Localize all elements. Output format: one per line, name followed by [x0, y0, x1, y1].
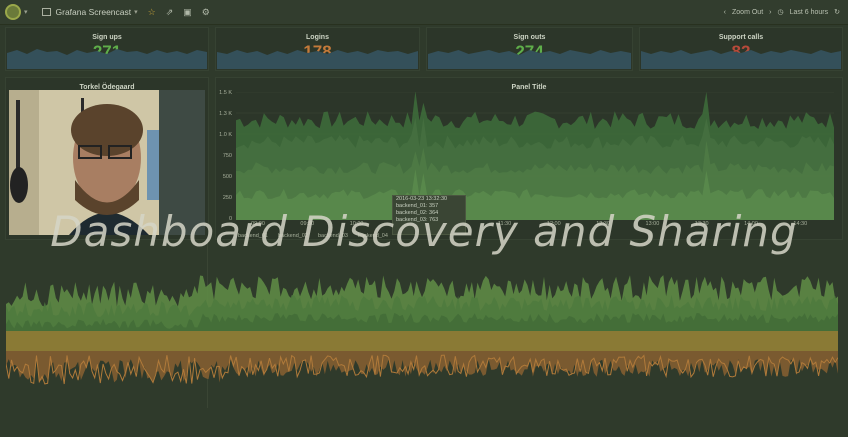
sparkline [7, 39, 207, 69]
dashboard-title[interactable]: Grafana Screencast [55, 7, 132, 17]
series-area [6, 313, 838, 331]
x-tick-label: 11:30 [497, 221, 512, 227]
panel-title: Panel Title [511, 84, 547, 91]
sparkline [641, 39, 841, 69]
x-tick-label: 10:00 [349, 221, 364, 227]
video-overlay-title: Dashboard Discovery and Sharing [50, 207, 798, 256]
sparkline [217, 39, 418, 69]
tooltip-row: backend_01: 357 [396, 203, 439, 209]
panel-title: Sign ups [92, 34, 122, 41]
series-line [6, 354, 838, 385]
grafana-logo-icon[interactable] [5, 4, 21, 20]
dashboard-icon [41, 8, 51, 16]
x-tick-label: 09:30 [300, 221, 315, 227]
legend-item[interactable]: backend_02 [277, 233, 308, 239]
y-tick-label: 500 [222, 174, 232, 180]
chevron-down-icon[interactable]: ▾ [24, 9, 28, 16]
x-tick-label: 13:00 [645, 221, 660, 227]
gear-icon[interactable]: ⚙ [201, 6, 210, 17]
stacked-area-chart[interactable] [236, 91, 834, 221]
graph-legend: backend_01 backend_02 backend_03 backend… [238, 233, 388, 239]
dashboard-caret-icon[interactable]: ▾ [134, 9, 138, 16]
graph-tooltip: 2016-03-23 13:32:30 backend_01: 357 back… [392, 195, 466, 235]
stat-panel-logins[interactable]: Logins 178 [215, 27, 420, 71]
panel-title: Torkel Ödegaard [79, 84, 135, 91]
save-icon[interactable]: ▣ [183, 6, 192, 17]
legend-item[interactable]: backend_01 [238, 233, 268, 239]
legend-item[interactable]: backend_04 [357, 233, 388, 239]
panel-title: Logins [306, 34, 329, 41]
panel-title: Support calls [718, 34, 764, 41]
clock-icon: ◷ [777, 9, 784, 16]
series-area [6, 351, 838, 383]
legend-item[interactable]: backend_03 [317, 233, 348, 239]
y-tick-label: 1.0 K [219, 132, 232, 138]
panel-title: Sign outs [513, 34, 546, 41]
tooltip-row: backend_02: 364 [396, 210, 439, 216]
webcam-video [9, 90, 205, 235]
bottom-stacked-chart[interactable] [6, 255, 838, 405]
x-tick-label: 12:00 [546, 221, 561, 227]
y-tick-label: 750 [222, 153, 232, 159]
x-tick-label: 14:00 [744, 221, 758, 227]
stat-panel-sign-ups[interactable]: Sign ups 271 [5, 27, 209, 71]
chevron-right-icon[interactable]: › [769, 8, 772, 16]
time-range-picker[interactable]: Last 6 hours [789, 8, 829, 16]
y-tick-label: 1.5 K [219, 90, 232, 96]
y-tick-label: 250 [222, 195, 232, 201]
series-area [6, 331, 838, 351]
star-icon[interactable]: ☆ [147, 6, 156, 17]
y-tick-label: 1.3 K [219, 111, 232, 117]
tooltip-row: backend_03: 763 [396, 217, 439, 223]
refresh-icon[interactable]: ↻ [834, 9, 840, 16]
share-icon[interactable]: ⇗ [165, 6, 174, 17]
x-tick-label: 12:30 [596, 221, 610, 227]
chevron-left-icon[interactable]: ‹ [723, 8, 727, 16]
y-tick-label: 0 [228, 216, 232, 222]
top-navbar: ▾ Grafana Screencast ▾ ☆ ⇗ ▣ ⚙ ‹ Zoom Ou… [0, 0, 848, 25]
x-tick-label: 13:30 [694, 221, 709, 227]
tooltip-time: 2016-03-23 13:32:30 [396, 196, 448, 202]
x-tick-label: 14:30 [793, 221, 808, 227]
zoom-out-button[interactable]: Zoom Out [732, 8, 764, 16]
stat-panel-support-calls[interactable]: Support calls 82 [639, 27, 843, 71]
series-area [236, 169, 834, 220]
stat-panel-sign-outs[interactable]: Sign outs 274 [426, 27, 633, 71]
x-tick-label: 09:00 [251, 221, 265, 227]
sparkline [428, 39, 631, 69]
